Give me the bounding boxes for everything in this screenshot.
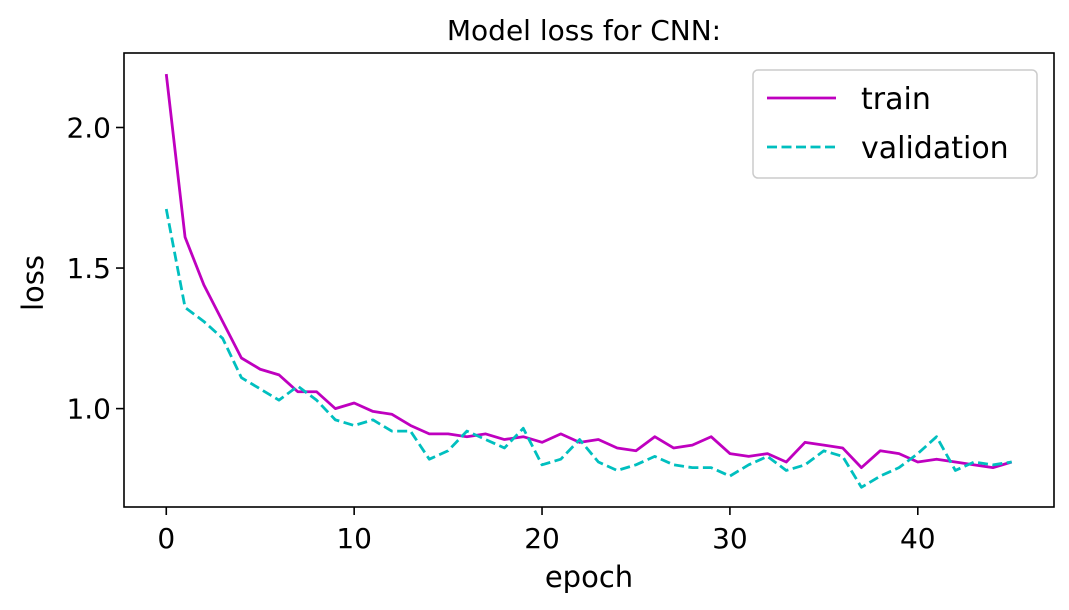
x-tick-label: 30 bbox=[712, 522, 748, 555]
plot-lines bbox=[164, 73, 1013, 489]
chart-title: Model loss for CNN: bbox=[447, 14, 721, 47]
legend: train validation bbox=[752, 69, 1038, 179]
x-axis-label: epoch bbox=[545, 560, 633, 594]
x-tick-label: 10 bbox=[336, 522, 372, 555]
y-tick-label: 2.0 bbox=[66, 111, 111, 144]
x-tick-label: 0 bbox=[157, 522, 175, 555]
legend-label-validation: validation bbox=[861, 131, 1009, 166]
series-points-validation bbox=[166, 209, 1011, 487]
x-axis-ticks: 0 10 20 30 40 bbox=[157, 507, 936, 555]
x-tick-label: 40 bbox=[900, 522, 936, 555]
y-axis-ticks: 1.0 1.5 2.0 bbox=[66, 111, 124, 426]
x-tick-label: 20 bbox=[524, 522, 560, 555]
series-line-validation bbox=[164, 208, 1012, 489]
plot-frame bbox=[123, 52, 1055, 508]
y-axis-label: loss bbox=[16, 255, 50, 311]
y-tick-label: 1.5 bbox=[66, 252, 111, 285]
legend-label-train: train bbox=[861, 82, 931, 117]
y-tick-label: 1.0 bbox=[66, 393, 111, 426]
